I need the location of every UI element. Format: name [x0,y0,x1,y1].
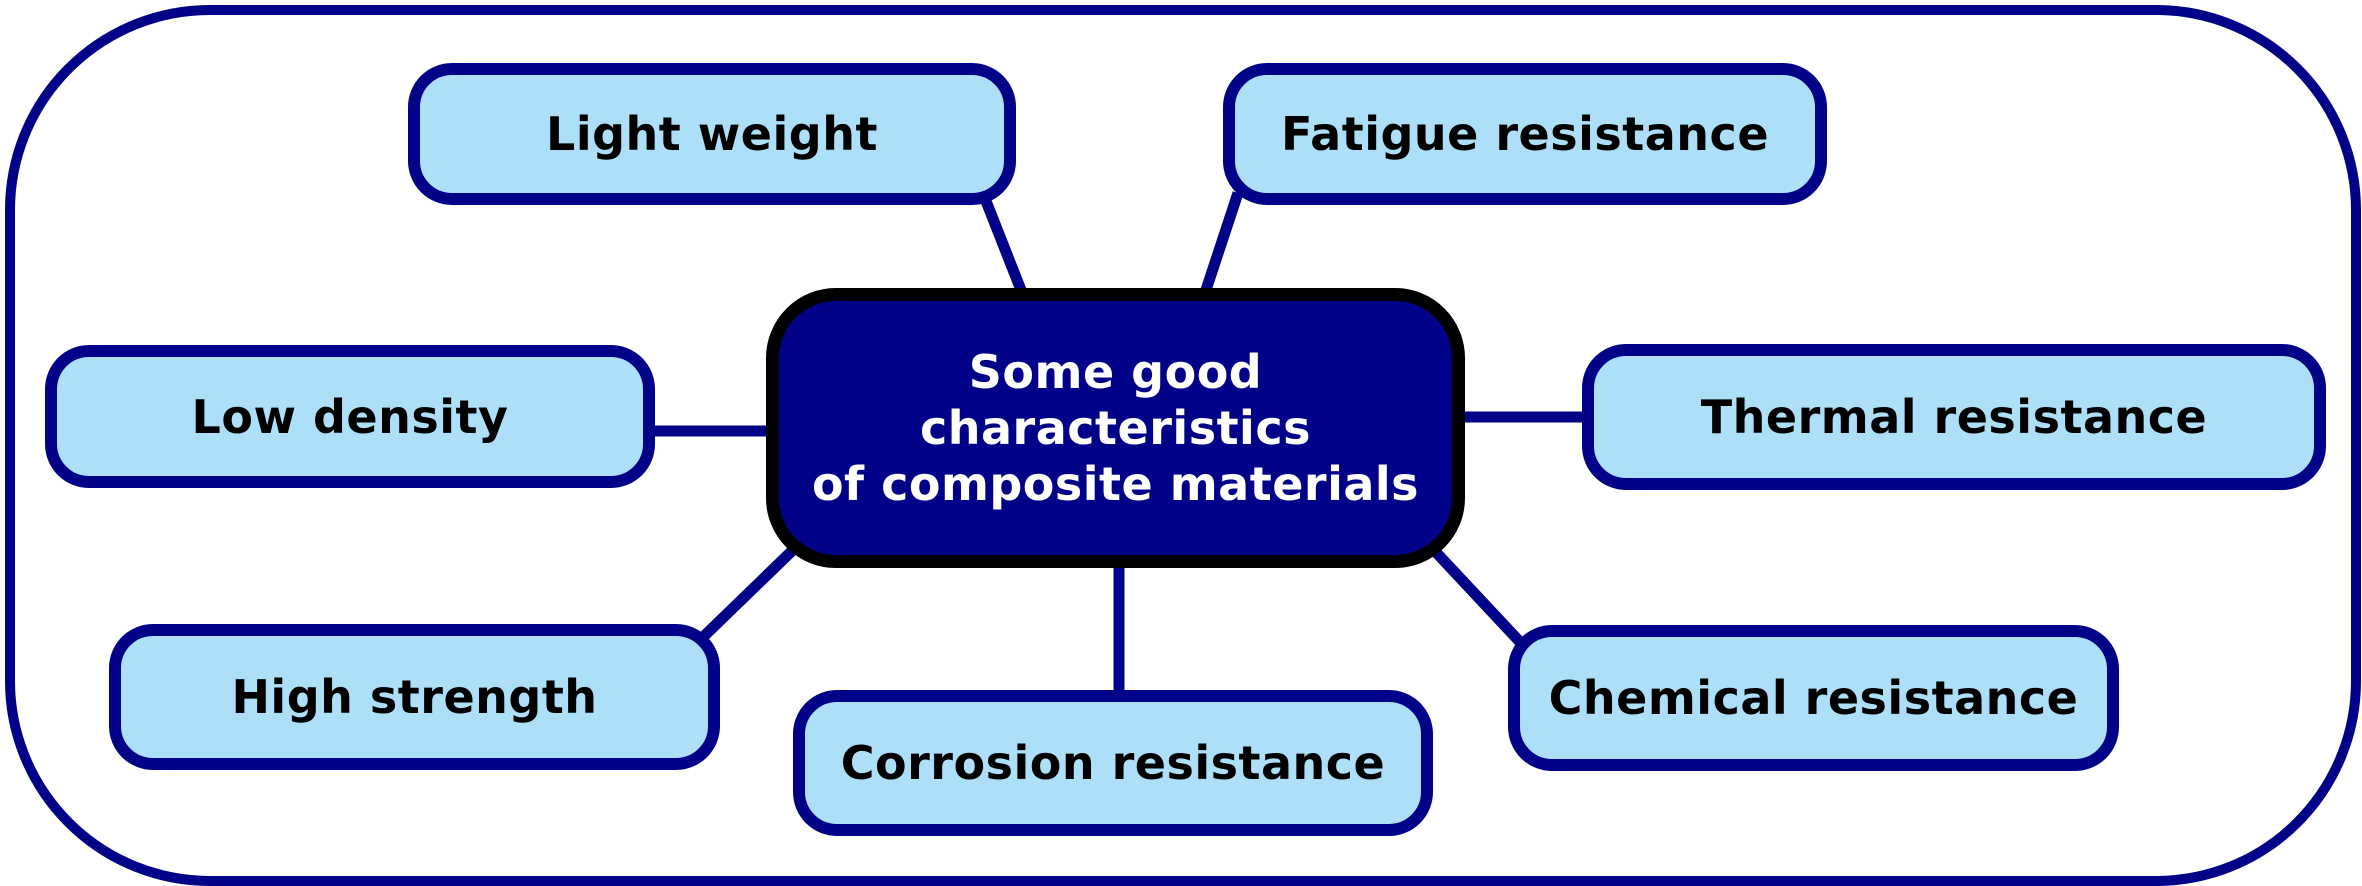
node-fatigue-resistance-label: Fatigue resistance [1280,107,1770,161]
node-low-density-label: Low density [191,389,509,444]
central-topic: Some good characteristics of composite m… [766,288,1465,568]
connector-chemical-resistance [1427,544,1525,646]
node-light-weight: Light weight [408,63,1016,205]
node-fatigue-resistance: Fatigue resistance [1223,63,1827,205]
node-low-density: Low density [45,345,655,488]
connector-light-weight [978,193,1027,293]
node-thermal-resistance: Thermal resistance [1582,344,2326,490]
node-corrosion-resistance: Corrosion resistance [793,690,1433,836]
node-thermal-resistance-label: Thermal resistance [1700,390,2208,444]
node-chemical-resistance: Chemical resistance [1508,625,2119,771]
diagram-frame [5,5,2361,886]
node-high-strength-label: High strength [231,670,598,724]
node-high-strength: High strength [109,624,720,770]
node-light-weight-label: Light weight [546,107,878,161]
central-topic-line-1: Some good characteristics [920,345,1311,455]
connector-high-strength [696,544,799,644]
central-topic-text: Some good characteristics of composite m… [779,344,1452,512]
node-corrosion-resistance-label: Corrosion resistance [840,736,1386,790]
connector-fatigue-resistance [1199,191,1244,295]
central-topic-line-2: of composite materials [811,457,1420,511]
node-chemical-resistance-label: Chemical resistance [1548,671,2079,725]
